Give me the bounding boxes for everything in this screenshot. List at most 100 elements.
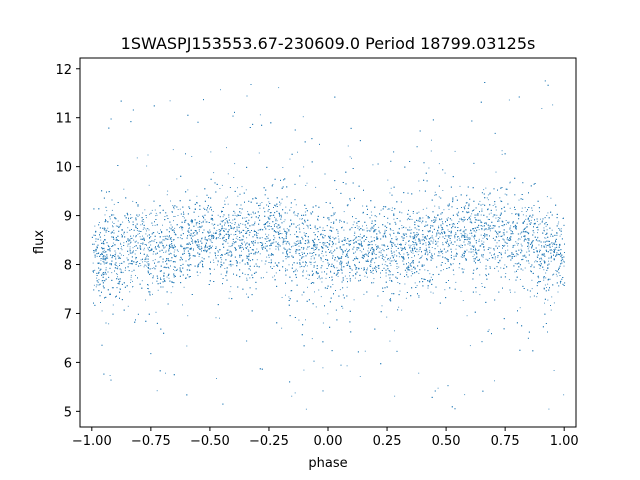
- data-point: [507, 222, 509, 224]
- data-point: [310, 258, 312, 260]
- data-point: [162, 224, 163, 226]
- data-point: [216, 230, 218, 232]
- data-point: [309, 261, 311, 263]
- data-point: [172, 149, 174, 151]
- data-point: [349, 275, 350, 277]
- data-point: [384, 245, 386, 247]
- data-point: [501, 150, 503, 152]
- data-point: [506, 188, 508, 190]
- data-point: [545, 237, 547, 239]
- data-point: [128, 240, 130, 242]
- data-point: [103, 263, 105, 265]
- data-point: [229, 291, 231, 293]
- data-point: [353, 242, 355, 244]
- data-point: [214, 253, 216, 255]
- data-point: [482, 237, 484, 239]
- data-point: [399, 254, 401, 255]
- data-point: [483, 241, 485, 243]
- data-point: [421, 234, 423, 236]
- data-point: [499, 259, 501, 261]
- data-point: [418, 240, 420, 242]
- data-point: [392, 230, 394, 231]
- data-point: [515, 241, 517, 243]
- data-point: [395, 236, 397, 238]
- data-point: [152, 224, 154, 226]
- data-point: [260, 228, 262, 230]
- data-point: [243, 236, 245, 238]
- data-point: [217, 264, 218, 266]
- data-point: [132, 247, 134, 249]
- data-point: [455, 281, 457, 283]
- data-point: [379, 251, 381, 253]
- data-point: [261, 202, 263, 203]
- data-point: [220, 220, 222, 222]
- data-point: [228, 254, 230, 256]
- data-point: [135, 275, 136, 276]
- data-point: [247, 211, 249, 213]
- data-point: [423, 243, 425, 245]
- data-point: [196, 195, 198, 197]
- data-point: [344, 239, 346, 241]
- data-point: [380, 250, 382, 252]
- data-point: [465, 205, 466, 207]
- data-point: [394, 395, 396, 397]
- data-point: [278, 248, 279, 250]
- data-point: [433, 239, 435, 241]
- data-point: [100, 259, 102, 261]
- data-point: [372, 273, 374, 274]
- data-point: [559, 235, 561, 237]
- data-point: [540, 249, 541, 251]
- data-point: [126, 231, 128, 233]
- data-point: [287, 241, 289, 243]
- data-point: [197, 226, 199, 228]
- data-point: [313, 266, 315, 268]
- data-point: [308, 278, 310, 280]
- data-point: [318, 289, 320, 291]
- data-point: [405, 227, 407, 229]
- data-point: [390, 235, 391, 237]
- data-point: [92, 262, 94, 264]
- data-point: [373, 253, 375, 255]
- data-point: [518, 238, 520, 239]
- data-point: [143, 237, 145, 239]
- data-point: [408, 265, 410, 267]
- data-point: [494, 258, 496, 260]
- data-point: [217, 250, 219, 252]
- data-point: [359, 239, 361, 241]
- data-point: [367, 267, 368, 269]
- data-point: [466, 315, 468, 317]
- data-point: [312, 273, 314, 274]
- data-point: [541, 245, 543, 246]
- data-point: [430, 276, 432, 278]
- data-point: [384, 264, 386, 266]
- data-point: [163, 251, 165, 253]
- data-point: [269, 218, 271, 220]
- data-point: [412, 252, 414, 254]
- data-point: [285, 233, 287, 234]
- data-point: [482, 203, 484, 205]
- data-point: [425, 244, 427, 246]
- data-point: [428, 167, 430, 169]
- data-point: [127, 305, 129, 307]
- data-point: [174, 216, 176, 217]
- data-point: [246, 217, 248, 218]
- data-point: [391, 242, 393, 244]
- data-point: [400, 247, 402, 249]
- data-point: [395, 238, 397, 240]
- data-point: [128, 254, 130, 256]
- data-point: [345, 240, 347, 242]
- data-point: [364, 254, 366, 255]
- data-point: [115, 257, 117, 259]
- data-point: [354, 231, 356, 233]
- data-point: [425, 214, 427, 216]
- data-point: [207, 249, 208, 251]
- data-point: [227, 203, 229, 205]
- data-point: [256, 248, 258, 250]
- data-point: [339, 289, 341, 291]
- data-point: [388, 208, 390, 210]
- data-point: [131, 217, 133, 218]
- data-point: [223, 235, 225, 237]
- data-point: [531, 288, 533, 290]
- data-point: [200, 248, 202, 250]
- data-point: [502, 232, 504, 234]
